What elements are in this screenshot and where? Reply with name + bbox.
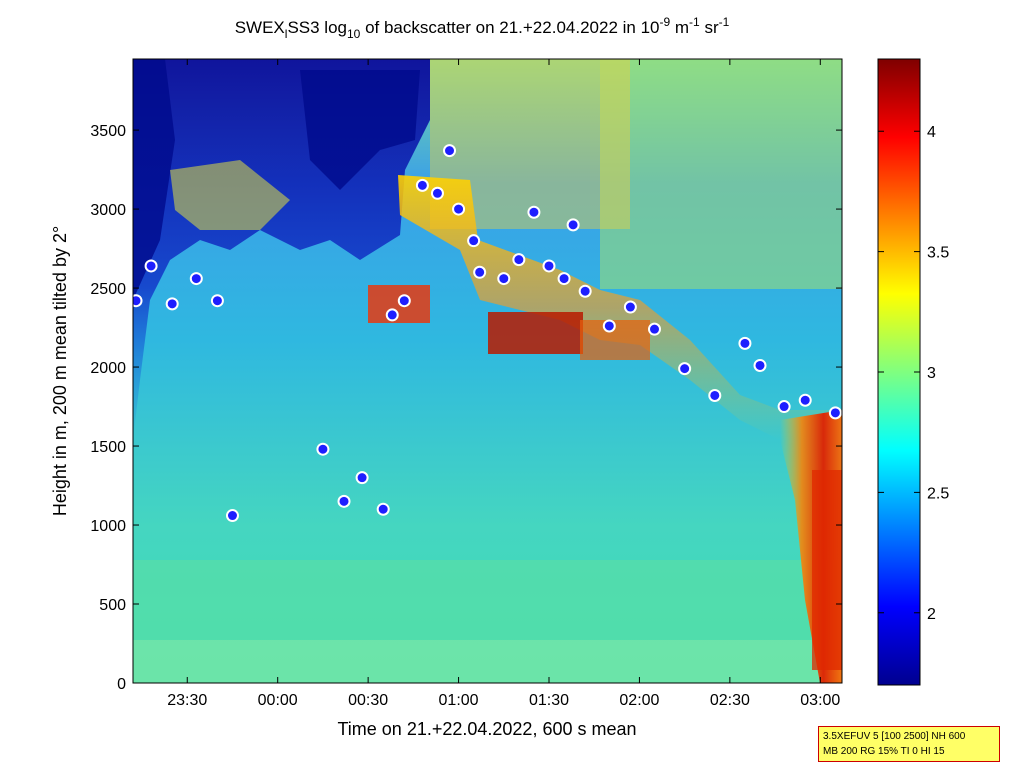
colorbar — [877, 58, 921, 686]
layer-top-marker — [648, 322, 662, 336]
x-tick-label: 00:00 — [258, 692, 298, 709]
layer-top-marker — [316, 442, 330, 456]
y-tick-label: 500 — [99, 597, 126, 614]
layer-top-marker — [376, 502, 390, 516]
y-tick-label: 2000 — [90, 360, 126, 377]
layer-top-marker — [678, 362, 692, 376]
layer-top-marker — [189, 272, 203, 286]
colorbar-tick-label: 2 — [927, 606, 936, 623]
processing-info-box: 3.5XEFUV 5 [100 2500] NH 600 MB 200 RG 1… — [818, 726, 1000, 762]
layer-top-marker — [578, 284, 592, 298]
colorbar-tick-label: 3 — [927, 365, 936, 382]
layer-top-marker — [144, 259, 158, 273]
boundary-layer-band — [398, 175, 842, 440]
layer-top-marker — [133, 294, 143, 308]
layer-top-marker — [512, 253, 526, 267]
upper-right-haze — [600, 59, 842, 289]
y-tick-label: 0 — [117, 676, 126, 693]
layer-top-marker — [798, 393, 812, 407]
layer-top-marker — [542, 259, 556, 273]
x-tick-label: 02:30 — [710, 692, 750, 709]
y-tick-label: 3000 — [90, 202, 126, 219]
near-ground-band — [133, 640, 842, 683]
layer-top-marker — [602, 319, 616, 333]
layer-top-marker — [443, 144, 457, 158]
layer-top-marker — [467, 234, 481, 248]
layer-top-marker — [210, 294, 224, 308]
layer-top-marker — [777, 400, 791, 414]
layer-top-marker — [385, 308, 399, 322]
info-line-1: 3.5XEFUV 5 [100 2500] NH 600 — [823, 731, 966, 742]
red-layer-2 — [488, 312, 583, 354]
y-tick-label: 1500 — [90, 439, 126, 456]
colorbar-ticks: 2 2.5 3 3.5 4 — [878, 124, 949, 623]
layer-top-markers — [133, 144, 842, 523]
x-tick-label: 01:00 — [439, 692, 479, 709]
y-axis: 0 500 1000 1500 2000 2500 3000 3500 — [90, 123, 842, 693]
layer-top-marker — [497, 272, 511, 286]
layer-top-marker — [738, 336, 752, 350]
y-axis-label: Height in m, 200 m mean tilted by 2° — [50, 226, 70, 516]
layer-top-marker — [473, 265, 487, 279]
colorbar-tick-label: 2.5 — [927, 485, 949, 502]
y-tick-label: 2500 — [90, 281, 126, 298]
chart-title: SWEXlSS3 log10 of backscatter on 21.+22.… — [235, 15, 730, 41]
layer-top-marker — [415, 178, 429, 192]
x-tick-label: 00:30 — [348, 692, 388, 709]
heatmap-area — [133, 59, 842, 683]
layer-top-marker — [623, 300, 637, 314]
layer-top-marker — [566, 218, 580, 232]
y-tick-label: 1000 — [90, 518, 126, 535]
layer-top-marker — [557, 272, 571, 286]
x-tick-label: 02:00 — [619, 692, 659, 709]
colorbar-tick-label: 4 — [927, 124, 936, 141]
layer-top-marker — [753, 358, 767, 372]
layer-top-marker — [828, 406, 842, 420]
layer-top-marker — [397, 294, 411, 308]
layer-top-marker — [337, 494, 351, 508]
low-backscatter-patches — [133, 59, 420, 300]
plot-frame — [132, 58, 843, 684]
layer-top-marker — [430, 186, 444, 200]
layer-top-marker — [225, 509, 239, 523]
x-tick-label: 03:00 — [800, 692, 840, 709]
layer-top-marker — [452, 202, 466, 216]
upper-left-aerosol-patch — [170, 160, 290, 230]
y-tick-label: 3500 — [90, 123, 126, 140]
layer-top-marker — [708, 388, 722, 402]
x-axis: 23:30 00:00 00:30 01:00 01:30 02:00 02:30 03:00 — [167, 59, 840, 709]
info-line-2: MB 200 RG 15% TI 0 HI 15 — [823, 746, 945, 757]
colorbar-tick-label: 3.5 — [927, 245, 949, 262]
x-tick-label: 23:30 — [167, 692, 207, 709]
layer-top-marker — [165, 297, 179, 311]
x-axis-label: Time on 21.+22.04.2022, 600 s mean — [337, 719, 636, 739]
plume-core — [812, 470, 842, 670]
layer-top-marker — [527, 205, 541, 219]
layer-top-marker — [355, 471, 369, 485]
x-tick-label: 01:30 — [529, 692, 569, 709]
